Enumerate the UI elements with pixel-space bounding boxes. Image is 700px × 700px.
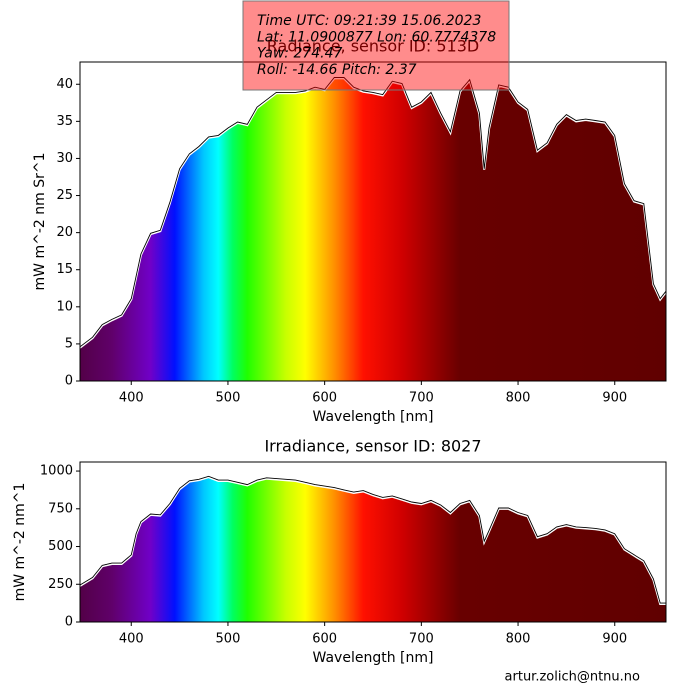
chart-title: Irradiance, sensor ID: 8027: [264, 437, 481, 456]
annotation-box: [242, 0, 510, 91]
y-axis-label: mW m^-2 nm^1: [12, 483, 28, 602]
x-axis-label: Wavelength [nm]: [313, 650, 434, 666]
y-axis-label: mW m^-2 nm Sr^1: [32, 153, 48, 291]
x-tick-label: 500: [216, 391, 241, 406]
y-tick-label: 20: [56, 225, 73, 240]
y-tick-label: 0: [65, 615, 73, 630]
x-tick-label: 800: [506, 632, 531, 647]
x-tick-label: 400: [119, 632, 144, 647]
data-line: [80, 77, 666, 348]
y-tick-label: 5: [65, 336, 73, 351]
y-tick-label: 250: [48, 577, 73, 592]
spectral-area: [80, 78, 666, 381]
y-tick-label: 10: [56, 299, 73, 314]
axes-frame: [79, 461, 667, 623]
x-tick-label: 800: [506, 391, 531, 406]
y-tick-label: 15: [56, 262, 73, 277]
chart-title: Radiance, sensor ID: 513D: [267, 37, 479, 56]
annotation-line: Lat: 11.0900877 Lon: 60.7774378: [257, 29, 496, 45]
annotation-line: Roll: -14.66 Pitch: 2.37: [257, 62, 417, 78]
y-tick-label: 1000: [40, 464, 73, 479]
annotation-line: Time UTC: 09:21:39 15.06.2023: [257, 13, 481, 29]
x-tick-label: 400: [119, 391, 144, 406]
x-tick-label: 600: [312, 632, 337, 647]
y-tick-label: 0: [65, 374, 73, 389]
spectral-area: [80, 477, 666, 622]
data-line: [80, 475, 666, 604]
y-tick-label: 500: [48, 539, 73, 554]
y-tick-label: 35: [56, 114, 73, 129]
y-tick-label: 40: [56, 77, 73, 92]
x-tick-label: 500: [216, 632, 241, 647]
x-tick-label: 700: [409, 391, 434, 406]
footer: artur.zolich@ntnu.no: [505, 670, 641, 685]
x-tick-label: 900: [602, 632, 627, 647]
annotation-line: Yaw: 274.47: [257, 46, 343, 62]
x-tick-label: 700: [409, 632, 434, 647]
y-tick-label: 30: [56, 151, 73, 166]
x-tick-label: 600: [312, 391, 337, 406]
y-tick-label: 750: [48, 501, 73, 516]
x-axis-label: Wavelength [nm]: [313, 409, 434, 425]
x-tick-label: 900: [602, 391, 627, 406]
axes-frame: [79, 61, 667, 382]
y-tick-label: 25: [56, 188, 73, 203]
